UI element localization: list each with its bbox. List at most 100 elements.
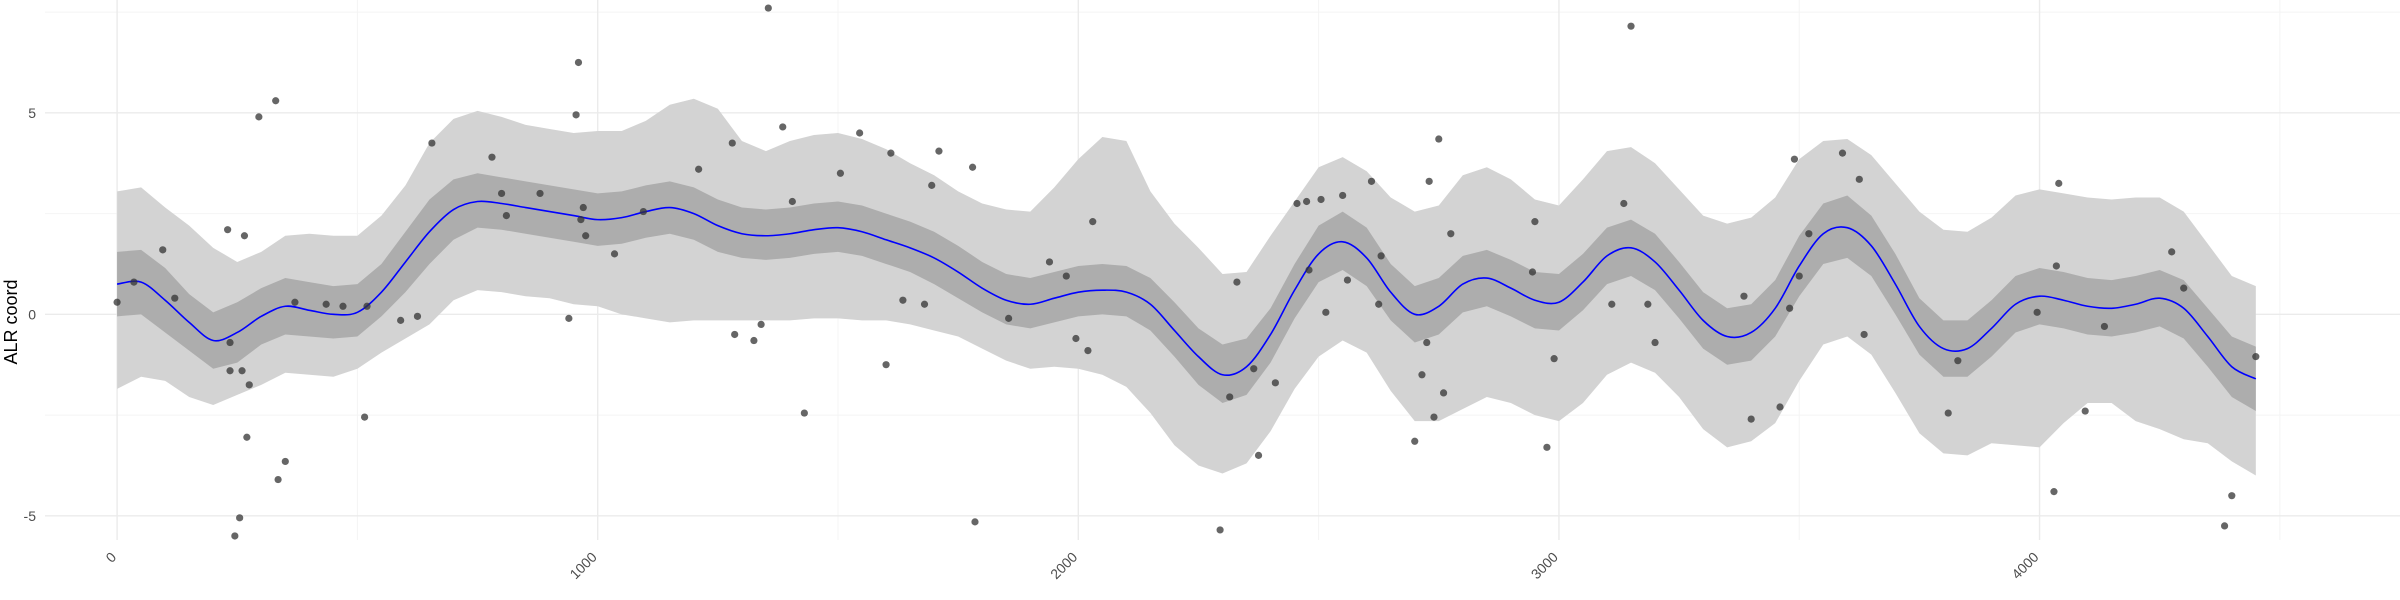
data-point xyxy=(920,300,929,308)
data-point xyxy=(363,302,371,310)
data-point xyxy=(582,232,590,240)
data-point xyxy=(836,169,845,177)
data-point xyxy=(887,149,895,157)
data-point xyxy=(750,336,758,345)
y-tick-label: 5 xyxy=(28,105,36,121)
data-point xyxy=(1954,357,1962,365)
data-point xyxy=(224,226,232,234)
data-point xyxy=(240,232,249,240)
data-point xyxy=(1423,338,1431,347)
data-point xyxy=(1339,191,1347,200)
data-point xyxy=(2081,407,2089,415)
data-point xyxy=(1860,330,1868,339)
data-point xyxy=(856,129,864,137)
data-point xyxy=(274,475,282,484)
data-point xyxy=(1447,230,1455,238)
data-point xyxy=(1216,526,1224,534)
data-point xyxy=(788,197,796,206)
data-point xyxy=(1620,199,1628,208)
data-point xyxy=(1233,278,1241,286)
data-point xyxy=(2180,284,2188,292)
data-point xyxy=(1254,451,1263,459)
data-point xyxy=(2050,488,2058,496)
data-point xyxy=(226,338,234,347)
data-point xyxy=(899,296,907,304)
data-point xyxy=(1528,268,1537,276)
data-point xyxy=(2228,492,2236,500)
data-point xyxy=(497,189,506,198)
data-point xyxy=(231,532,239,540)
data-point xyxy=(2055,179,2063,187)
inner-confidence-band xyxy=(117,173,2256,412)
data-point xyxy=(2033,308,2041,316)
data-point xyxy=(577,216,585,224)
data-point xyxy=(2100,322,2109,331)
data-point xyxy=(1293,199,1301,208)
data-point xyxy=(2220,522,2229,530)
data-point xyxy=(291,298,299,306)
data-point xyxy=(413,312,422,320)
data-point xyxy=(1045,258,1054,266)
data-point xyxy=(159,246,167,254)
data-point xyxy=(536,189,544,198)
data-point xyxy=(130,278,138,286)
data-point xyxy=(322,300,330,308)
data-point xyxy=(1303,197,1311,206)
data-point xyxy=(1550,355,1558,363)
data-point xyxy=(1543,443,1551,451)
data-point xyxy=(779,123,787,131)
data-point xyxy=(1786,304,1794,312)
data-point xyxy=(1627,22,1635,30)
data-point xyxy=(968,163,977,171)
data-point xyxy=(1430,413,1438,421)
data-point xyxy=(1084,346,1092,355)
data-point xyxy=(428,139,436,147)
data-point xyxy=(1439,389,1448,397)
data-point xyxy=(579,203,587,212)
data-point xyxy=(1651,338,1659,347)
y-tick-label: 0 xyxy=(28,306,36,322)
data-point xyxy=(1790,155,1799,163)
data-point xyxy=(1305,266,1313,274)
data-point xyxy=(1805,230,1813,238)
data-point xyxy=(1367,177,1376,185)
data-point xyxy=(731,330,739,339)
data-point xyxy=(1944,409,1952,417)
data-point xyxy=(610,250,619,258)
data-point xyxy=(935,147,943,155)
data-point xyxy=(1608,300,1616,308)
data-point xyxy=(339,302,347,310)
data-point xyxy=(1838,149,1847,157)
data-point xyxy=(361,413,369,421)
data-point xyxy=(397,316,405,324)
data-point xyxy=(1317,195,1325,204)
data-point xyxy=(1411,437,1419,445)
data-point xyxy=(243,433,251,441)
data-point xyxy=(1418,371,1426,379)
data-point xyxy=(971,518,979,526)
data-point xyxy=(572,111,580,119)
data-point xyxy=(882,361,890,369)
data-point xyxy=(1343,276,1352,284)
data-point xyxy=(238,367,246,375)
data-point xyxy=(255,113,263,121)
data-point xyxy=(1072,334,1080,343)
data-point xyxy=(928,181,936,189)
data-point xyxy=(1644,300,1652,308)
data-point xyxy=(226,367,234,375)
data-point xyxy=(728,139,736,147)
data-point xyxy=(171,294,179,302)
data-point xyxy=(113,298,121,306)
data-point xyxy=(1375,300,1383,308)
data-point xyxy=(488,153,496,161)
data-points xyxy=(113,4,2260,540)
data-point xyxy=(757,320,765,329)
data-point xyxy=(1250,365,1258,373)
y-axis-ticks: -5 0 5 xyxy=(24,105,37,524)
data-point xyxy=(1322,308,1330,316)
data-point xyxy=(1855,175,1863,183)
mean-curve xyxy=(116,200,2257,380)
data-point xyxy=(2052,262,2060,270)
y-axis-title: ALR coord xyxy=(1,279,21,364)
